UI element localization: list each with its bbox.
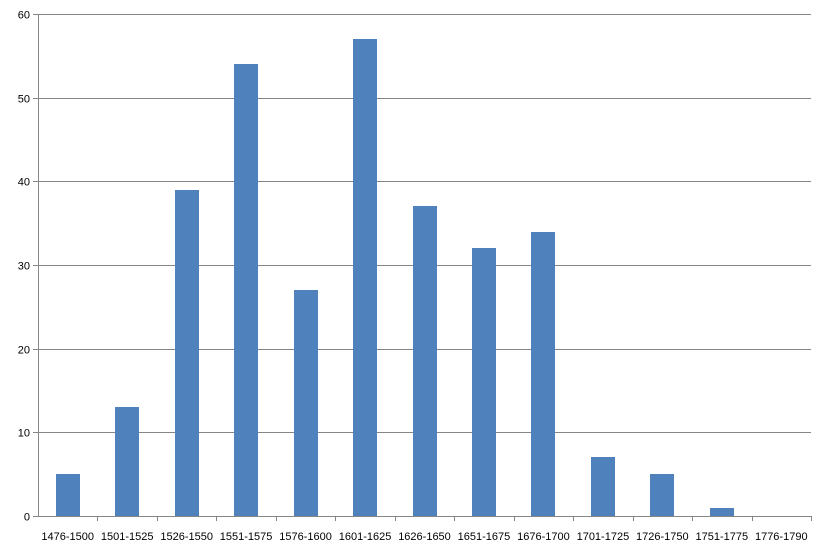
x-tick-label: 1601-1625 [339,531,392,543]
bar-1701-1725 [591,457,615,516]
bar-1626-1650 [413,206,437,516]
x-tick-labels: 1476-1500 1501-1525 1526-1550 1551-1575 1576… [41,531,807,543]
x-tick-label: 1726-1750 [636,531,689,543]
y-tick-label: 60 [18,10,30,22]
y-tick-labels: 0 10 20 30 40 50 60 [18,10,30,524]
axes [33,14,812,521]
x-tick-label: 1701-1725 [577,531,630,543]
x-tick-label: 1551-1575 [220,531,273,543]
bar-1601-1625 [353,39,377,516]
bar-1651-1675 [472,248,496,516]
x-tick-label: 1651-1675 [458,531,511,543]
bar-1751-1775 [710,508,734,516]
bar-1501-1525 [115,407,139,516]
x-tick-label: 1676-1700 [517,531,570,543]
y-tick-label: 30 [18,261,30,273]
bars [56,39,734,516]
x-tick-label: 1626-1650 [398,531,451,543]
bar-1551-1575 [234,64,258,516]
bar-1526-1550 [175,190,199,516]
x-tick-label: 1751-1775 [696,531,749,543]
bar-1676-1700 [531,232,555,516]
bar-1726-1750 [650,474,674,516]
y-tick-label: 20 [18,345,30,357]
bar-1476-1500 [56,474,80,516]
y-tick-label: 40 [18,177,30,189]
x-tick-label: 1576-1600 [279,531,332,543]
x-tick-label: 1526-1550 [160,531,213,543]
y-tick-label: 0 [24,512,30,524]
y-tick-label: 50 [18,94,30,106]
y-tick-label: 10 [18,428,30,440]
bar-1576-1600 [294,290,318,516]
x-tick-label: 1776-1790 [755,531,808,543]
x-tick-label: 1501-1525 [101,531,154,543]
x-tick-label: 1476-1500 [41,531,94,543]
